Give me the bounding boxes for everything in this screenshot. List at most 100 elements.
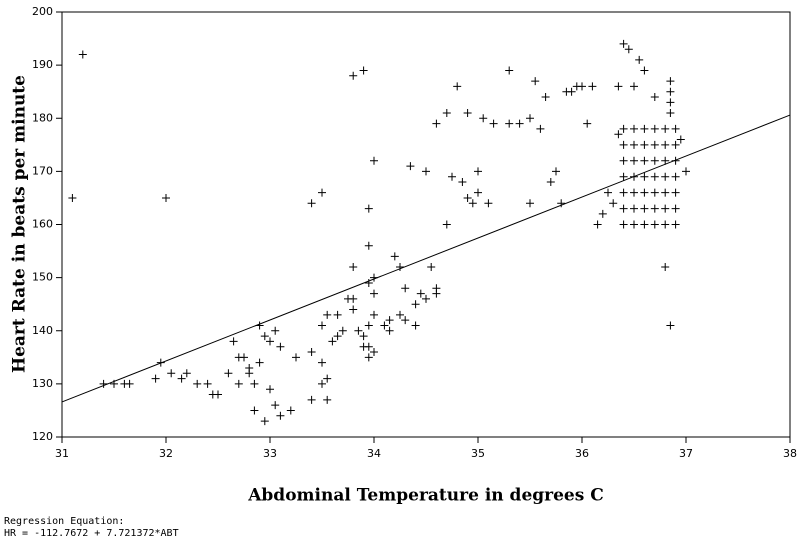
point [671, 188, 680, 197]
point [255, 358, 264, 367]
point [619, 156, 628, 165]
x-tick-label: 38 [783, 447, 797, 460]
point [619, 220, 628, 229]
point [333, 310, 342, 319]
annotation: HR = -112.7672 + 7.721372*ABT [4, 528, 179, 539]
point [349, 263, 358, 271]
point [323, 395, 332, 404]
point [468, 199, 477, 208]
point [531, 77, 540, 86]
point [99, 379, 108, 388]
point [442, 108, 451, 117]
point [78, 50, 87, 59]
point [640, 156, 649, 165]
point [614, 130, 623, 139]
point [349, 294, 358, 303]
point [276, 411, 285, 420]
point [650, 188, 659, 197]
point [318, 379, 326, 388]
point [630, 82, 638, 91]
point [578, 82, 586, 91]
point [630, 172, 638, 181]
y-tick-label: 180 [32, 111, 53, 124]
point [640, 204, 649, 213]
point [666, 77, 675, 86]
point [240, 353, 248, 362]
point [671, 204, 680, 213]
point [661, 188, 670, 197]
point [630, 156, 638, 165]
point [666, 321, 675, 330]
point [271, 401, 280, 410]
point [349, 305, 358, 314]
point [661, 156, 670, 165]
point [68, 193, 77, 202]
point [650, 172, 659, 181]
point [125, 379, 134, 388]
point [650, 156, 659, 165]
point [323, 374, 332, 383]
point [640, 124, 649, 133]
point [630, 188, 638, 197]
point [416, 289, 425, 298]
point [380, 321, 389, 330]
point [151, 374, 160, 383]
point [604, 188, 612, 197]
point [536, 124, 545, 133]
point [671, 172, 680, 181]
point [666, 87, 675, 96]
point [385, 316, 394, 325]
point [640, 140, 649, 149]
point [650, 93, 659, 101]
point [619, 124, 628, 133]
point [598, 209, 607, 218]
point [370, 289, 378, 298]
point [661, 263, 670, 271]
point [583, 119, 592, 128]
point [458, 178, 467, 186]
point [354, 326, 363, 335]
point [619, 188, 628, 197]
point [182, 369, 191, 378]
point [110, 379, 118, 388]
point [640, 188, 649, 197]
point [567, 87, 576, 96]
point [276, 342, 285, 351]
y-tick-label: 160 [32, 218, 53, 231]
point [250, 406, 259, 415]
point [333, 332, 342, 341]
point [588, 82, 597, 91]
point [442, 220, 451, 229]
point [266, 337, 274, 346]
point [364, 278, 373, 287]
point [650, 140, 659, 149]
point [432, 119, 441, 128]
point [640, 172, 649, 181]
point [370, 273, 378, 282]
point [526, 114, 534, 123]
point [526, 199, 534, 208]
point [162, 193, 170, 202]
point [630, 220, 638, 229]
point [177, 374, 186, 383]
point [318, 321, 326, 330]
point [463, 193, 472, 202]
point [390, 252, 399, 261]
point [552, 167, 560, 176]
point [682, 167, 690, 176]
point [422, 167, 430, 176]
point [245, 369, 254, 378]
point [609, 199, 618, 208]
point [271, 326, 280, 335]
point [671, 124, 680, 133]
point [453, 82, 462, 91]
point [630, 204, 638, 213]
y-tick-label: 140 [32, 324, 53, 337]
point [661, 124, 670, 133]
point [546, 178, 555, 186]
point [307, 199, 316, 208]
point [338, 326, 347, 335]
point [593, 220, 602, 229]
point [671, 220, 680, 229]
point [286, 406, 295, 415]
